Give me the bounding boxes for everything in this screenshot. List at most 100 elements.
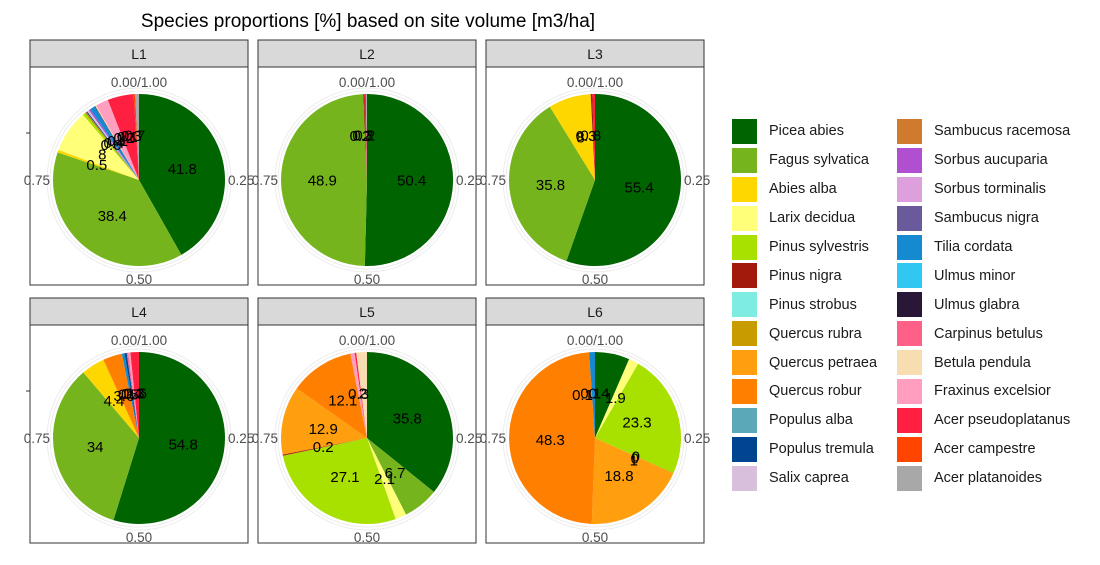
legend-key [897,436,923,462]
pie-slice-larix-decidua [595,359,639,438]
legend-label: Tilia cordata [934,239,1013,255]
pie-slice-fagus-sylvatica [53,152,182,267]
angle-tick-label: 0.75 [24,173,50,188]
pie-slice-picea-abies [113,352,225,525]
pie-slice-betula-pendula [356,352,367,438]
legend-key [897,292,923,318]
slice-value-label: 50.4 [397,173,426,190]
legend-column-2: Sambucus racemosa Sorbus aucuparia Sorbus … [897,117,1070,493]
pie-slice-betula-pendula [95,105,139,180]
panel-l5: L5 0.00/1.00 0.25 0.50 0.75 35.8 6.72.1 27.1 0.2… [252,297,482,545]
panel-l6: L60.00/1.000.250.500.751.923.300118.848.… [480,297,710,545]
angle-tick-label: 0.00/1.00 [339,75,395,90]
pie-slice-pinus-nigra [363,94,367,180]
pie-slice-acer-pseudoplatanus [354,352,367,438]
legend-item-pinus-strobus: Pinus strobus [732,290,877,319]
slice-value-label: 38.4 [98,208,127,225]
slice-value-label: 0.3 [124,386,145,403]
legend-label: Betula pendula [934,354,1031,371]
legend-label: Abies alba [769,181,837,198]
legend-label: Populus tremula [769,441,874,458]
slice-value-label: 1 [116,132,124,149]
pie-slice-larix-decidua [58,114,139,180]
legend-item-abies-alba: Abies alba [732,175,877,204]
slice-value-label: 0.2 [350,128,371,145]
pie-slice-quercus-robur [103,353,139,438]
legend-label: Acer pseudoplatanus [934,412,1071,429]
polar-grid-circle [274,345,460,531]
legend-key [897,378,923,404]
slice-value-label: 48.3 [536,432,565,449]
slice-value-label: 8 [98,146,106,163]
angle-tick-label: 0.50 [126,530,152,545]
pie-slice-quercus-petraea [591,438,674,525]
pie-slice-fraxinus-excelsior [96,99,139,180]
pie-slice-fraxinus-excelsior [350,352,367,438]
facet-panels: L10.00/1.000.250.500.7541.838.40.580.60.… [24,39,710,545]
pie-slice-picea-abies [367,352,454,492]
panel-l3: L3 0.00/1.00 0.25 0.50 0.75 55.4 35.8 80.30.8 [480,39,710,287]
polar-grid-circle [49,90,229,270]
pie-slice-acer-pseudoplatanus [107,94,139,180]
legend-item-quercus-petraea: Quercus petraea [732,348,877,377]
angle-tick-label: 0.00/1.00 [339,333,395,348]
slice-value-label: 1.6 [126,385,147,402]
angle-tick-label: 0.25 [684,173,710,188]
pie-slice-fagus-sylvatica [508,106,595,262]
slice-value-label: 48.9 [308,172,337,189]
pie-slice-populus-tremula [86,111,139,180]
polar-grid-circle [505,348,685,528]
slice-value-label: 0.5 [86,157,107,174]
legend-key [732,176,757,202]
slice-value-label: 0.3 [348,386,369,403]
pie-slice-picea-abies [566,94,681,266]
angle-tick-label: 0.00/1.00 [111,333,167,348]
legend-label: Quercus petraea [769,354,878,371]
legend-key [897,234,923,260]
legend-label: Populus alba [769,412,853,429]
slice-value-label: 0.3 [576,128,597,145]
legend-item-pinus-sylvestris: Pinus sylvestris [732,233,877,262]
legend-item-sorbus-torminalis: Sorbus torminalis [897,175,1070,204]
slice-value-label: 41.8 [168,161,197,178]
slice-value-label: 0.7 [124,128,145,145]
legend-key [897,118,923,144]
legend-key [732,234,757,260]
pie-slice-carpinus-betulus [126,352,139,438]
slice-value-label: 1 [630,452,638,469]
legend-label: Carpinus betulus [934,325,1043,342]
legend-label: Fraxinus excelsior [934,383,1051,400]
pie-slice-fagus-sylvatica [367,438,434,515]
legend-label: Fagus sylvatica [769,152,869,169]
legend-key [732,378,757,404]
legend-label: Acer campestre [934,441,1036,458]
pie-slice-quercus-petraea [85,112,139,180]
polar-grid-circle [46,87,232,273]
polar-grid-circle [505,90,685,270]
legend-key [897,176,923,202]
slice-value-label: 35.8 [393,411,422,428]
slice-value-label: 4.4 [103,393,124,410]
angle-tick-label: 0.50 [582,272,608,287]
panel-strip-label: L6 [587,304,603,320]
pie-slice-quercus-robur [509,352,595,524]
legend-item-tilia-cordata: Tilia cordata [897,233,1070,262]
pie-slice-tilia-cordata [121,353,139,438]
angle-tick-label: 0.25 [228,173,254,188]
panel-strip [485,39,705,68]
slice-value-label: 35.8 [536,177,565,194]
panel-strip [29,297,249,326]
angle-tick-label: 0.25 [456,431,482,446]
angle-tick-label: 0.25 [228,431,254,446]
legend-key [732,407,757,433]
angle-tick-label: 0.50 [354,530,380,545]
pie-slice-picea-abies [364,93,454,266]
legend-label: Picea abies [769,123,844,140]
legend-key [732,147,757,173]
panel-strip [257,39,477,68]
legend: Picea abies Fagus sylvatica Abies alba Lari… [732,117,1070,493]
pie-slice-fagus-sylvatica [280,94,367,266]
legend-item-picea-abies: Picea abies [732,117,877,146]
legend-item-fagus-sylvatica: Fagus sylvatica [732,146,877,175]
legend-item-betula-pendula: Betula pendula [897,348,1070,377]
